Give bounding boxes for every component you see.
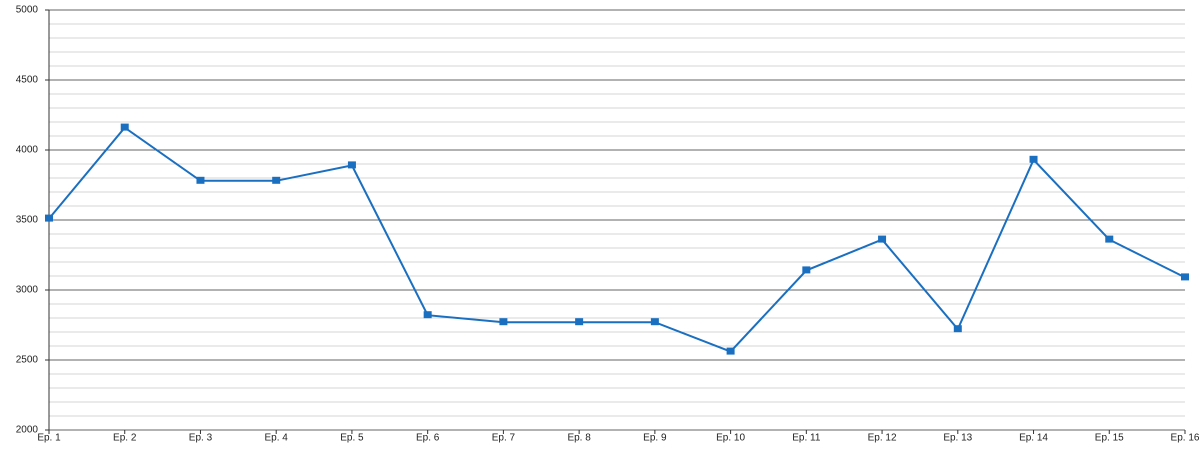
x-tick-label: Ep. 16 [1171, 433, 1200, 444]
marker [575, 318, 584, 326]
x-tick-label: Ep. 4 [265, 433, 289, 444]
x-tick-label: Ep. 14 [1019, 433, 1048, 444]
line [48, 126, 1186, 353]
y-tick-label: 5000 [16, 5, 39, 16]
y-tick-label: 3000 [16, 285, 39, 296]
marker [953, 325, 962, 333]
marker [650, 318, 659, 326]
marker [272, 176, 281, 184]
marker [120, 123, 129, 131]
marker [1105, 235, 1114, 243]
y-tick-label: 2500 [16, 355, 39, 366]
x-tick-label: Ep. 2 [113, 433, 137, 444]
y-tick-label: 2000 [16, 425, 39, 436]
marker [423, 311, 432, 319]
x-tick-label: Ep. 5 [340, 433, 364, 444]
marker [347, 161, 356, 169]
x-tick-label: Ep. 15 [1095, 433, 1124, 444]
y-tick-label: 4000 [16, 145, 39, 156]
x-tick-label: Ep. 12 [868, 433, 897, 444]
marker [726, 347, 735, 355]
marker [878, 235, 887, 243]
marker [1181, 273, 1189, 281]
marker [802, 266, 811, 274]
x-tick-label: Ep. 13 [943, 433, 972, 444]
marker [1029, 155, 1038, 163]
x-tick-label: Ep. 9 [643, 433, 667, 444]
x-tick-label: Ep. 6 [416, 433, 440, 444]
x-tick-label: Ep. 7 [492, 433, 516, 444]
marker [499, 318, 508, 326]
x-tick-label: Ep. 1 [37, 433, 61, 444]
marker [196, 176, 205, 184]
marker [45, 214, 53, 222]
x-tick-label: Ep. 10 [716, 433, 745, 444]
y-tick-label: 3500 [16, 215, 39, 226]
x-tick-label: Ep. 3 [189, 433, 213, 444]
x-tick-label: Ep. 11 [792, 433, 821, 444]
x-tick-label: Ep. 8 [567, 433, 591, 444]
y-tick-label: 4500 [16, 75, 39, 86]
